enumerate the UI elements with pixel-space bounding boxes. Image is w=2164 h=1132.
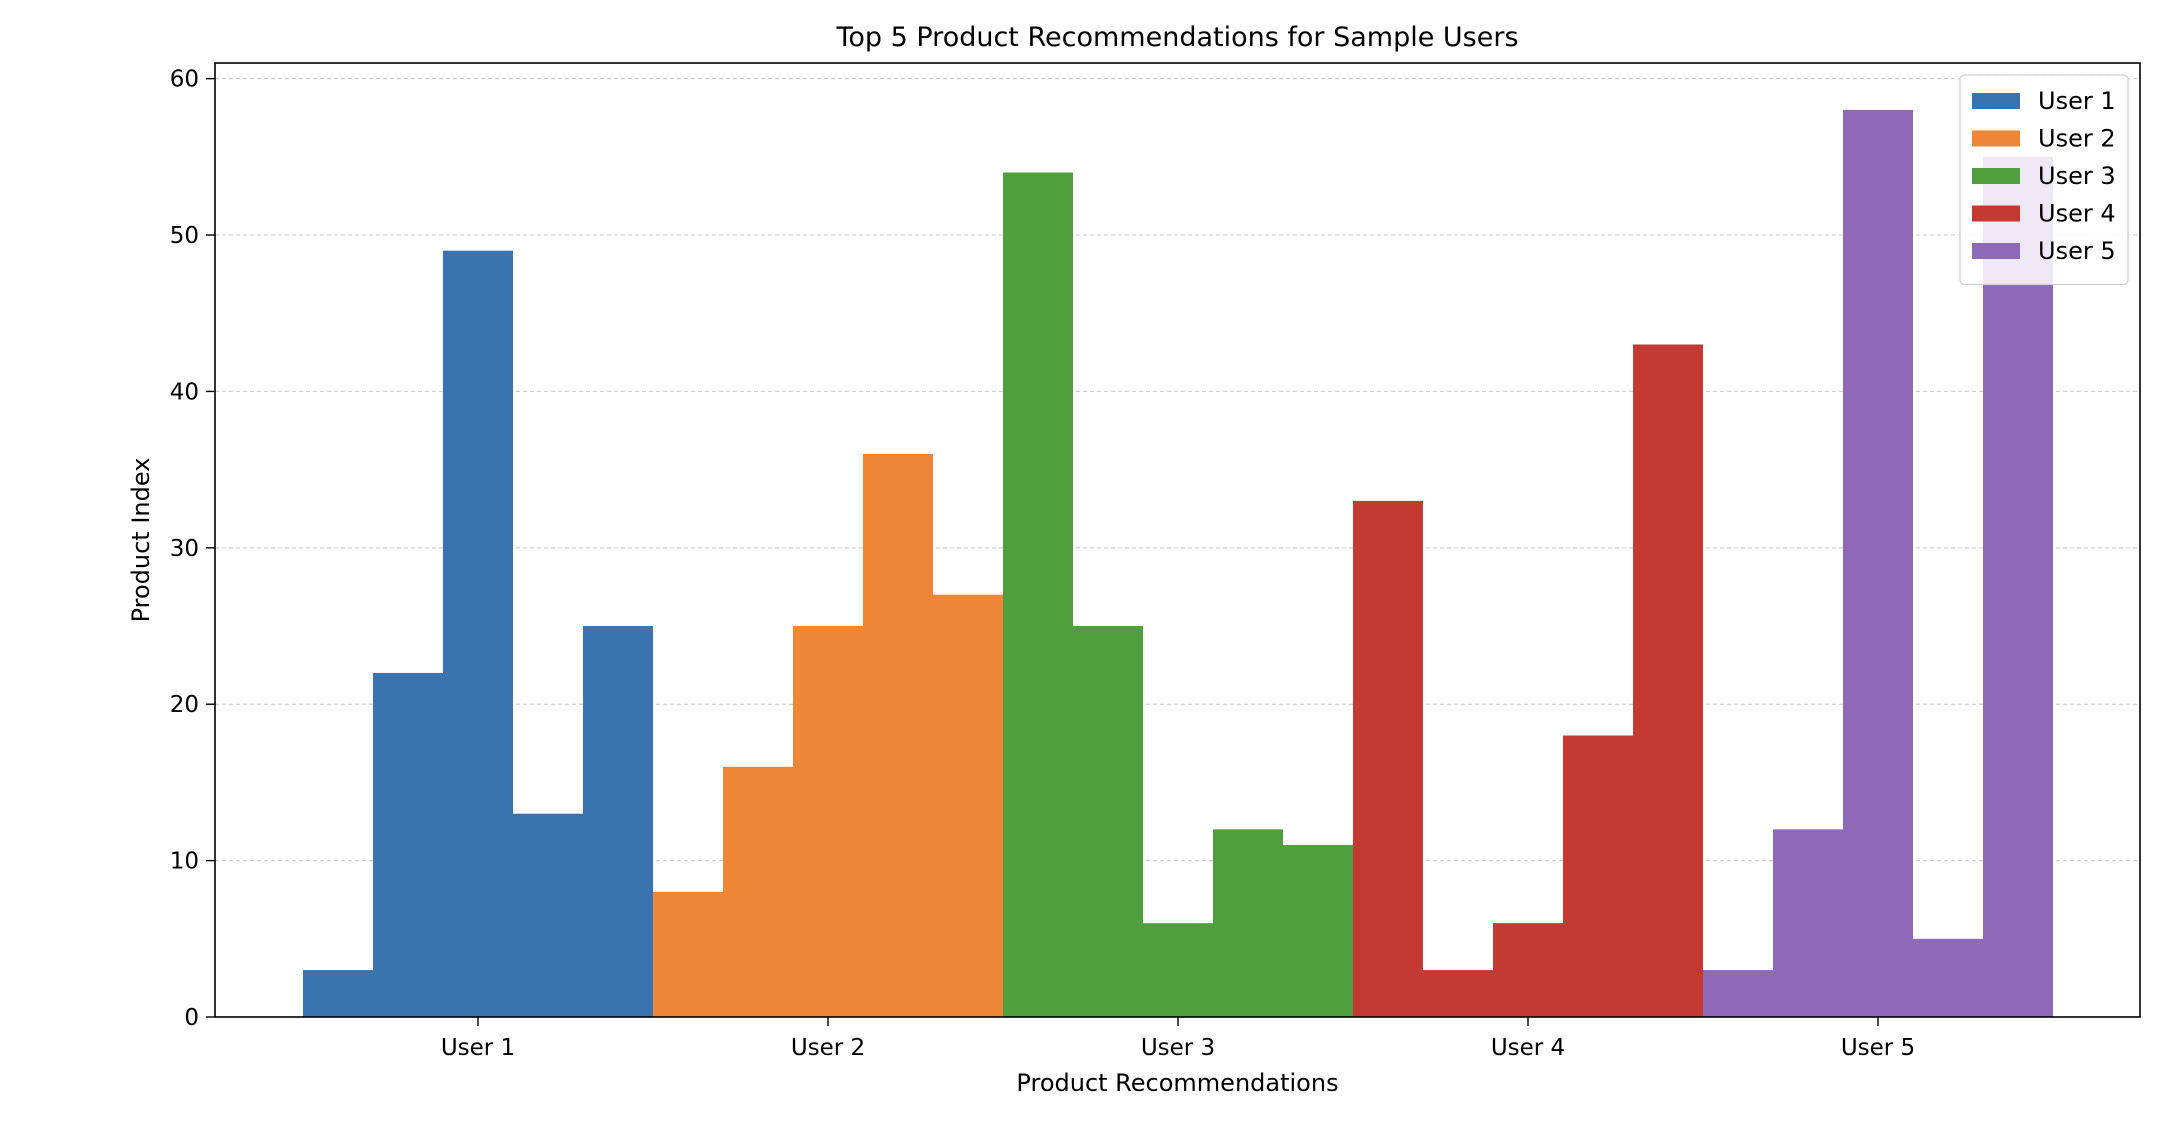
bar bbox=[1633, 344, 1703, 1018]
bar bbox=[443, 250, 513, 1018]
bar bbox=[1353, 500, 1423, 1018]
bar bbox=[1003, 172, 1073, 1017]
bar bbox=[723, 766, 793, 1017]
bar bbox=[1423, 970, 1493, 1017]
y-tick-label: 40 bbox=[170, 379, 199, 405]
legend-box bbox=[1959, 74, 2129, 286]
bar bbox=[793, 626, 863, 1017]
legend-label: User 5 bbox=[2038, 237, 2116, 265]
bar bbox=[583, 626, 653, 1017]
x-tick-label: User 3 bbox=[1141, 1035, 1215, 1061]
bar bbox=[1913, 938, 1983, 1017]
chart-title: Top 5 Product Recommendations for Sample… bbox=[835, 22, 1518, 53]
legend-swatch bbox=[1972, 130, 2020, 147]
bar bbox=[373, 672, 443, 1017]
y-axis-label: Product Index bbox=[127, 458, 155, 623]
y-tick-label: 20 bbox=[170, 692, 199, 718]
legend-swatch bbox=[1972, 243, 2020, 259]
bar bbox=[513, 813, 583, 1017]
y-tick-label: 30 bbox=[170, 536, 199, 562]
legend-label: User 4 bbox=[2038, 200, 2116, 228]
legend-label: User 1 bbox=[2038, 87, 2116, 115]
bar bbox=[1073, 626, 1143, 1017]
bars bbox=[303, 109, 2053, 1018]
bar bbox=[303, 970, 373, 1017]
bar bbox=[1493, 923, 1563, 1017]
legend-label: User 2 bbox=[2038, 125, 2116, 153]
bar bbox=[1703, 970, 1773, 1017]
legend: User 1 User 2 User 3 User 4 User 5 bbox=[1959, 74, 2129, 286]
bar bbox=[1773, 829, 1843, 1017]
x-tick-label: User 2 bbox=[791, 1035, 865, 1061]
y-tick-label: 50 bbox=[170, 223, 199, 249]
axis-ticks: 0 10 20 30 40 50 60 User 1 User 2 User 3 User 4 Use… bbox=[170, 67, 1915, 1061]
x-tick-label: User 5 bbox=[1841, 1035, 1915, 1061]
bar bbox=[1283, 844, 1353, 1017]
bar bbox=[863, 453, 933, 1017]
bar bbox=[653, 891, 723, 1017]
bar bbox=[1563, 735, 1633, 1017]
bar bbox=[1843, 109, 1913, 1017]
x-tick-label: User 1 bbox=[441, 1035, 515, 1061]
legend-swatch bbox=[1972, 168, 2020, 184]
legend-swatch bbox=[1972, 205, 2020, 222]
y-tick-label: 60 bbox=[170, 67, 199, 93]
y-tick-label: 0 bbox=[184, 1005, 199, 1031]
bar bbox=[933, 594, 1003, 1017]
bar bbox=[1983, 156, 2053, 1017]
x-tick-label: User 4 bbox=[1491, 1035, 1565, 1061]
x-axis-label: Product Recommendations bbox=[1016, 1069, 1338, 1097]
y-tick-label: 10 bbox=[170, 849, 199, 875]
bar bbox=[1213, 829, 1283, 1017]
legend-swatch bbox=[1972, 93, 2020, 109]
bar bbox=[1143, 923, 1213, 1017]
legend-label: User 3 bbox=[2038, 162, 2116, 190]
